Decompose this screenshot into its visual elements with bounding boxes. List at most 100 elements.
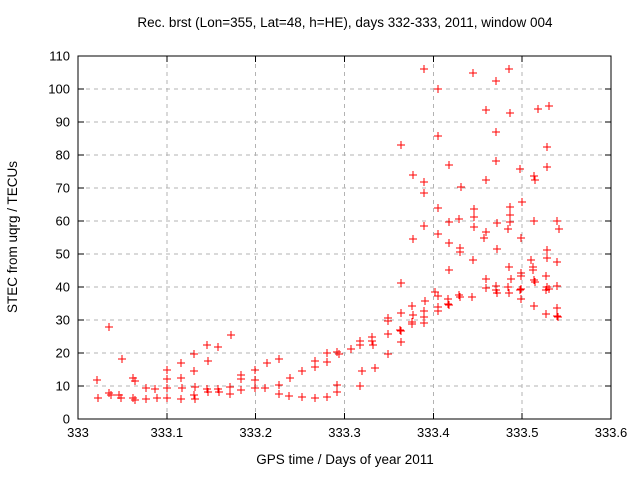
- data-point: [163, 384, 171, 392]
- data-point: [275, 355, 283, 363]
- x-tick-label: 333.5: [506, 425, 539, 440]
- data-point: [93, 376, 101, 384]
- data-point: [237, 386, 245, 394]
- x-tick-label: 333.2: [239, 425, 272, 440]
- data-point: [505, 263, 513, 271]
- data-point: [371, 364, 379, 372]
- data-point: [178, 384, 186, 392]
- data-point: [251, 384, 259, 392]
- data-point: [226, 390, 234, 398]
- data-point: [455, 215, 463, 223]
- data-point: [237, 375, 245, 383]
- data-point: [518, 198, 526, 206]
- data-point: [480, 234, 488, 242]
- data-point: [542, 310, 550, 318]
- data-point: [285, 392, 293, 400]
- data-point: [153, 394, 161, 402]
- data-point: [286, 374, 294, 382]
- data-point: [409, 171, 417, 179]
- data-point: [311, 394, 319, 402]
- data-points-layer: [93, 65, 563, 404]
- data-point: [420, 178, 428, 186]
- data-point: [409, 235, 417, 243]
- data-point: [420, 65, 428, 73]
- data-point: [408, 320, 416, 328]
- data-point: [226, 383, 234, 391]
- data-point: [368, 337, 376, 345]
- data-point: [505, 65, 513, 73]
- y-tick-label: 10: [56, 379, 70, 394]
- data-point: [482, 228, 490, 236]
- data-point: [275, 390, 283, 398]
- data-point: [470, 205, 478, 213]
- data-point: [530, 276, 538, 284]
- data-point: [204, 388, 212, 396]
- x-tick-label: 333.6: [595, 425, 628, 440]
- data-point: [191, 383, 199, 391]
- data-point: [163, 394, 171, 402]
- y-tick-label: 90: [56, 115, 70, 130]
- data-point: [530, 302, 538, 310]
- data-point: [333, 348, 341, 356]
- data-point: [531, 176, 539, 184]
- data-point: [333, 388, 341, 396]
- data-point: [504, 225, 512, 233]
- data-point: [553, 258, 561, 266]
- data-point: [420, 319, 428, 327]
- data-point: [105, 323, 113, 331]
- data-point: [507, 275, 515, 283]
- data-point: [553, 304, 561, 312]
- data-point: [527, 256, 535, 264]
- data-point: [492, 128, 500, 136]
- data-point: [456, 293, 464, 301]
- data-point: [444, 300, 452, 308]
- data-point: [482, 176, 490, 184]
- data-point: [384, 317, 392, 325]
- data-point: [94, 394, 102, 402]
- data-point: [396, 326, 404, 334]
- data-point: [107, 391, 115, 399]
- data-point: [445, 301, 453, 309]
- data-point: [469, 256, 477, 264]
- data-point: [482, 106, 490, 114]
- data-point: [529, 266, 537, 274]
- data-point: [333, 381, 341, 389]
- data-point: [534, 105, 542, 113]
- y-tick-label: 20: [56, 346, 70, 361]
- data-point: [482, 275, 490, 283]
- data-point: [227, 331, 235, 339]
- data-point: [543, 246, 551, 254]
- data-point: [397, 141, 405, 149]
- data-point: [251, 366, 259, 374]
- data-point: [506, 211, 514, 219]
- data-point: [190, 391, 198, 399]
- data-point: [142, 384, 150, 392]
- data-point: [530, 217, 538, 225]
- data-point: [493, 219, 501, 227]
- data-point: [311, 363, 319, 371]
- data-point: [397, 338, 405, 346]
- y-tick-label: 0: [63, 412, 70, 427]
- data-point: [384, 330, 392, 338]
- data-point: [151, 385, 159, 393]
- data-point: [456, 248, 464, 256]
- data-point: [553, 312, 561, 320]
- y-tick-label: 70: [56, 181, 70, 196]
- data-point: [298, 367, 306, 375]
- data-point: [347, 345, 355, 353]
- data-point: [493, 289, 501, 297]
- data-point: [434, 307, 442, 315]
- data-point: [555, 225, 563, 233]
- y-axis-label: STEC from uqrg / TECUs: [5, 161, 20, 313]
- data-point: [469, 69, 477, 77]
- data-point: [545, 102, 553, 110]
- data-point: [482, 284, 490, 292]
- data-point: [358, 367, 366, 375]
- data-point: [517, 272, 525, 280]
- data-point: [455, 291, 463, 299]
- x-axis-label: GPS time / Days of year 2011: [256, 452, 434, 467]
- data-point: [163, 366, 171, 374]
- data-point: [142, 395, 150, 403]
